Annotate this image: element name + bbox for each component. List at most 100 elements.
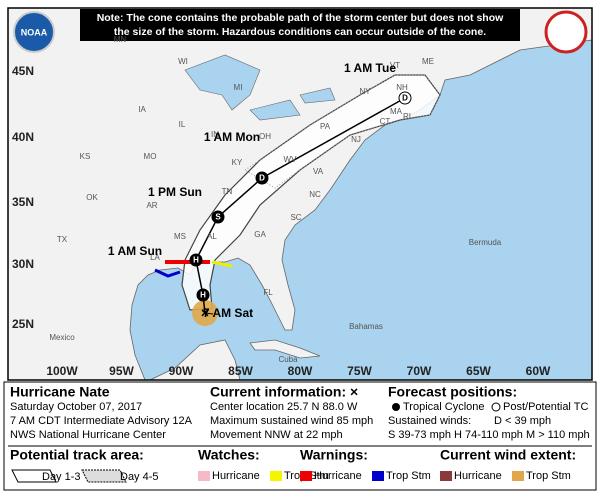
- lat-label: 45N: [12, 64, 34, 78]
- forecast-point: [189, 253, 203, 267]
- legend-text: Movement NNW at 22 mph: [210, 429, 343, 441]
- place-label: RI: [403, 112, 411, 121]
- forecast-point: [398, 91, 412, 105]
- wind_extent-hurricane-swatch: [440, 471, 452, 481]
- legend-text: D < 39 mph: [494, 415, 551, 427]
- legend-text: Hurricane: [212, 470, 260, 482]
- place-label: Cuba: [278, 355, 298, 364]
- forecast-letter: D: [259, 174, 265, 183]
- day13-swatch: [11, 469, 57, 483]
- place-label: MN: [114, 35, 127, 44]
- lon-label: 90W: [169, 364, 194, 378]
- note-line: Note: The cone contains the probable pat…: [97, 12, 504, 24]
- place-label: AL: [207, 232, 217, 241]
- forecast-letter: S: [215, 213, 221, 222]
- legend-heading: Forecast positions:: [388, 384, 517, 400]
- legend-text: Hurricane: [454, 470, 502, 482]
- place-label: LA: [150, 253, 160, 262]
- place-label: GA: [254, 230, 266, 239]
- cuba: [249, 339, 321, 359]
- trop-storm-watch: [211, 260, 233, 268]
- trop-storm-warning: [154, 268, 181, 278]
- place-label: NH: [396, 83, 408, 92]
- place-label: MS: [174, 232, 186, 241]
- legend-text: Tropical Cyclone: [403, 401, 485, 413]
- lon-label: 70W: [407, 364, 432, 378]
- forecast-time: 1 AM Mon: [204, 130, 260, 144]
- legend-frame: [3, 381, 597, 491]
- lon-label: 65W: [466, 364, 491, 378]
- lon-label: 100W: [46, 364, 78, 378]
- noaa-logo: [13, 11, 55, 53]
- legend-text: Hurricane Nate: [10, 384, 110, 400]
- legend-text: Trop Stm: [386, 470, 431, 482]
- lon-label: 95W: [109, 364, 134, 378]
- time-leader: [204, 312, 214, 315]
- place-label: Bahamas: [349, 322, 383, 331]
- lon-label: 75W: [347, 364, 372, 378]
- map-frame: [7, 7, 593, 381]
- place-label: Mexico: [49, 333, 75, 342]
- forecast-letter: H: [200, 291, 206, 300]
- legend-text: Current information: ×: [210, 384, 358, 400]
- place-label: MA: [390, 107, 403, 116]
- legend-text: NWS National Hurricane Center: [10, 429, 166, 441]
- watches-tropstm-swatch: [270, 471, 282, 481]
- lat-label: 40N: [12, 130, 34, 144]
- ptc-symbol: [491, 402, 501, 412]
- forecast-point: [196, 288, 210, 302]
- place-label: VA: [313, 167, 324, 176]
- place-label: IN: [211, 130, 219, 139]
- place-label: MI: [234, 83, 243, 92]
- forecast-letter: H: [193, 256, 199, 265]
- legend-heading: Current wind extent:: [440, 447, 576, 463]
- legend-text: 7 AM CDT Intermediate Advisory 12A: [10, 415, 193, 427]
- tc-symbol: [392, 403, 400, 411]
- place-label: CT: [380, 117, 391, 126]
- place-label: FL: [263, 288, 273, 297]
- place-label: AR: [146, 201, 157, 210]
- nws-logo: [544, 10, 588, 54]
- legend-text: Maximum sustained wind 85 mph: [210, 415, 373, 427]
- legend-text: Sustained winds:: [388, 415, 471, 427]
- forecast-letter: D: [402, 94, 408, 103]
- wind_extent-tropstm-swatch: [512, 471, 524, 481]
- legend-text: Hurricane: [314, 470, 362, 482]
- forecast-point: [211, 210, 225, 224]
- place-label: NJ: [351, 135, 361, 144]
- legend-heading: Watches:: [198, 447, 260, 463]
- place-label: PA: [320, 122, 331, 131]
- place-label: ME: [422, 57, 434, 66]
- lat-label: 35N: [12, 195, 34, 209]
- forecast-time: 1 AM Tue: [344, 61, 396, 75]
- legend-heading: Potential track area:: [10, 447, 144, 463]
- legend-text: Day 4-5: [120, 471, 159, 483]
- legend-text: S 39-73 mph H 74-110 mph M > 110 mph: [388, 429, 590, 441]
- place-label: SC: [290, 213, 301, 222]
- legend-text: Saturday October 07, 2017: [10, 401, 142, 413]
- forecast-time: 1 AM Sun: [108, 244, 162, 258]
- great-lakes: [184, 54, 336, 121]
- lon-label: 80W: [288, 364, 313, 378]
- forecast-cone: [181, 74, 441, 311]
- place-label: IA: [138, 105, 146, 114]
- place-label: VT: [390, 61, 400, 70]
- legend-text: Day 1-3: [42, 471, 81, 483]
- forecast-time: 7 AM Sat: [203, 306, 253, 320]
- legend-text: Trop Stm: [526, 470, 571, 482]
- place-label: KY: [232, 158, 243, 167]
- place-label: NY: [359, 87, 371, 96]
- place-label: WV: [284, 155, 298, 164]
- day45-swatch: [81, 469, 127, 483]
- forecast-time: 1 PM Sun: [148, 185, 202, 199]
- legend-heading: Warnings:: [300, 447, 368, 463]
- place-label: OH: [259, 132, 271, 141]
- warnings-hurricane-swatch: [300, 471, 312, 481]
- place-label: Bermuda: [469, 238, 502, 247]
- lon-label: 85W: [228, 364, 253, 378]
- warnings-tropstm-swatch: [372, 471, 384, 481]
- place-label: MO: [144, 152, 157, 161]
- current-position: ×: [201, 305, 209, 321]
- place-label: OK: [86, 193, 98, 202]
